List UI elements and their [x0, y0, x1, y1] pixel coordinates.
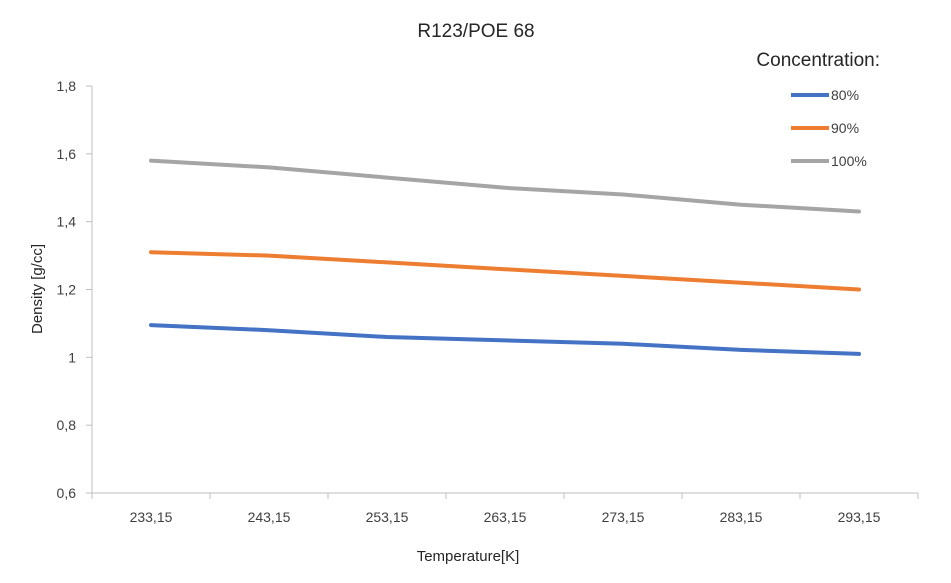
series-line-100pct: [149, 158, 861, 214]
y-tick-label: 1,2: [57, 282, 77, 298]
x-tick-label: 293,15: [838, 509, 881, 525]
x-axis-ticks: 233,15 243,15 253,15 263,15 273,15 283,15 293,…: [91, 493, 919, 525]
series-line-80pct: [149, 323, 861, 356]
y-tick-label: 1,4: [57, 214, 77, 230]
legend-label: 90%: [831, 120, 859, 136]
y-tick-label: 1,6: [57, 146, 77, 162]
legend-title: Concentration:: [756, 50, 880, 71]
x-tick-label: 233,15: [130, 509, 173, 525]
y-tick-label: 1,8: [57, 78, 77, 94]
legend-label: 80%: [831, 87, 859, 103]
series-line-90pct: [149, 250, 861, 292]
chart-title: R123/POE 68: [417, 21, 534, 42]
x-tick-label: 273,15: [602, 509, 645, 525]
x-tick-label: 283,15: [720, 509, 763, 525]
legend: 80% 90% 100%: [791, 87, 867, 169]
y-axis-title: Density [g/cc]: [29, 244, 46, 334]
x-tick-label: 253,15: [366, 509, 409, 525]
legend-item: 80%: [791, 87, 859, 103]
x-axis-title: Temperature[K]: [417, 548, 520, 565]
y-axis-ticks: 0,6 0,8 1 1,2 1,4 1,6 1,8: [57, 78, 92, 501]
legend-label: 100%: [831, 153, 867, 169]
x-tick-label: 263,15: [484, 509, 527, 525]
y-tick-label: 1: [68, 349, 76, 365]
series-lines: [149, 158, 861, 356]
y-tick-label: 0,8: [57, 417, 77, 433]
legend-item: 100%: [791, 153, 867, 169]
legend-item: 90%: [791, 120, 859, 136]
x-tick-label: 243,15: [248, 509, 291, 525]
y-tick-label: 0,6: [57, 485, 77, 501]
